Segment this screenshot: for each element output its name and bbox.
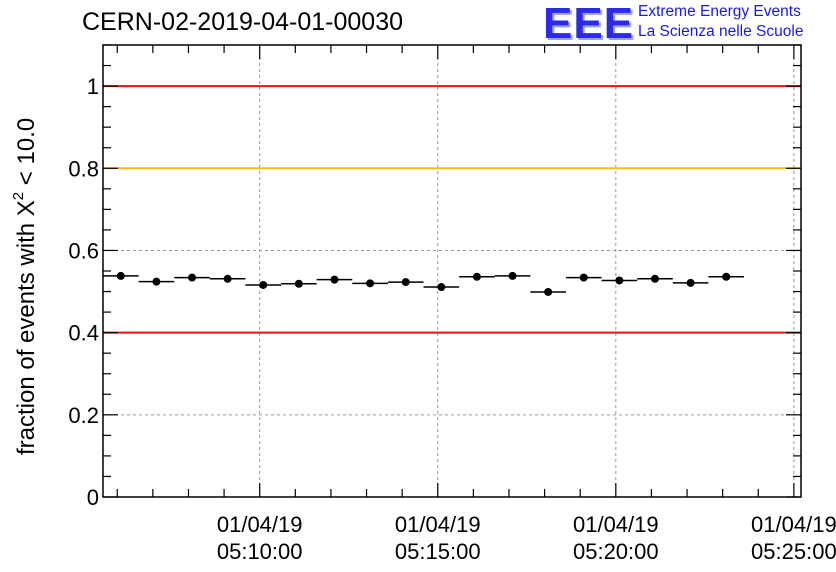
logo-line-1: Extreme Energy Events xyxy=(638,3,801,20)
data-marker xyxy=(152,277,161,286)
plot-frame xyxy=(102,44,802,498)
data-marker xyxy=(116,271,125,280)
x-tick-label-date: 01/04/19 xyxy=(217,512,303,537)
data-marker xyxy=(544,287,553,296)
data-marker xyxy=(722,272,731,281)
y-axis-label: fraction of events with X2 < 10.0 xyxy=(10,118,40,455)
data-marker xyxy=(188,273,197,282)
data-marker xyxy=(401,278,410,287)
data-marker xyxy=(508,271,517,280)
y-tick-label: 1 xyxy=(87,74,99,99)
logo-mark: EEE xyxy=(543,0,635,48)
data-point xyxy=(316,275,353,284)
data-marker xyxy=(294,279,303,288)
data-point xyxy=(174,273,210,282)
x-tick-label-time: 05:10:00 xyxy=(217,539,303,564)
data-point xyxy=(138,277,175,286)
data-point xyxy=(708,272,745,281)
data-marker xyxy=(686,278,695,287)
axis-layer xyxy=(102,44,802,498)
y-tick-label: 0.4 xyxy=(68,321,99,346)
y-tick-label: 0.6 xyxy=(68,238,99,263)
data-point xyxy=(352,279,388,288)
data-point xyxy=(530,287,566,296)
eee-logo: EEE Extreme Energy Events La Scienza nel… xyxy=(543,0,833,48)
data-point xyxy=(103,271,139,280)
data-layer xyxy=(103,271,745,296)
y-axis-label-tail: < 10.0 xyxy=(13,118,40,192)
x-tick-label-date: 01/04/19 xyxy=(573,512,659,537)
data-point xyxy=(281,279,317,288)
y-axis-label-sup: 2 xyxy=(10,192,27,200)
data-marker xyxy=(366,279,375,288)
chart-title: CERN-02-2019-04-01-00030 xyxy=(82,8,404,36)
data-point xyxy=(209,274,246,283)
data-marker xyxy=(223,274,232,283)
data-point xyxy=(494,271,531,280)
x-tick-label-time: 05:15:00 xyxy=(395,539,481,564)
data-point xyxy=(637,274,673,283)
data-marker xyxy=(650,274,659,283)
y-axis-label-main: fraction of events with xyxy=(13,216,40,455)
label-layer: 00.20.40.60.8101/04/1905:10:0001/04/1905… xyxy=(10,74,836,564)
data-point xyxy=(245,280,282,289)
data-marker xyxy=(472,272,481,281)
grid-layer xyxy=(103,45,801,497)
logo-line-2: La Scienza nelle Scuole xyxy=(638,23,804,40)
reference-lines xyxy=(103,85,801,334)
y-axis-label-symbol: X xyxy=(13,200,40,216)
data-marker xyxy=(615,276,624,285)
data-point xyxy=(565,273,602,282)
data-point xyxy=(601,276,638,285)
y-tick-label: 0.8 xyxy=(68,156,99,181)
data-point xyxy=(423,283,460,292)
x-tick-label-time: 05:20:00 xyxy=(573,539,659,564)
y-tick-label: 0.2 xyxy=(68,403,99,428)
data-point xyxy=(672,278,709,287)
data-point xyxy=(387,278,424,287)
data-marker xyxy=(579,273,588,282)
y-tick-label: 0 xyxy=(87,485,99,510)
data-marker xyxy=(259,280,268,289)
data-point xyxy=(459,272,495,281)
x-tick-label-time: 05:25:00 xyxy=(751,539,836,564)
data-marker xyxy=(330,275,339,284)
x-tick-label-date: 01/04/19 xyxy=(751,512,836,537)
x-tick-label-date: 01/04/19 xyxy=(395,512,481,537)
data-marker xyxy=(437,283,446,292)
